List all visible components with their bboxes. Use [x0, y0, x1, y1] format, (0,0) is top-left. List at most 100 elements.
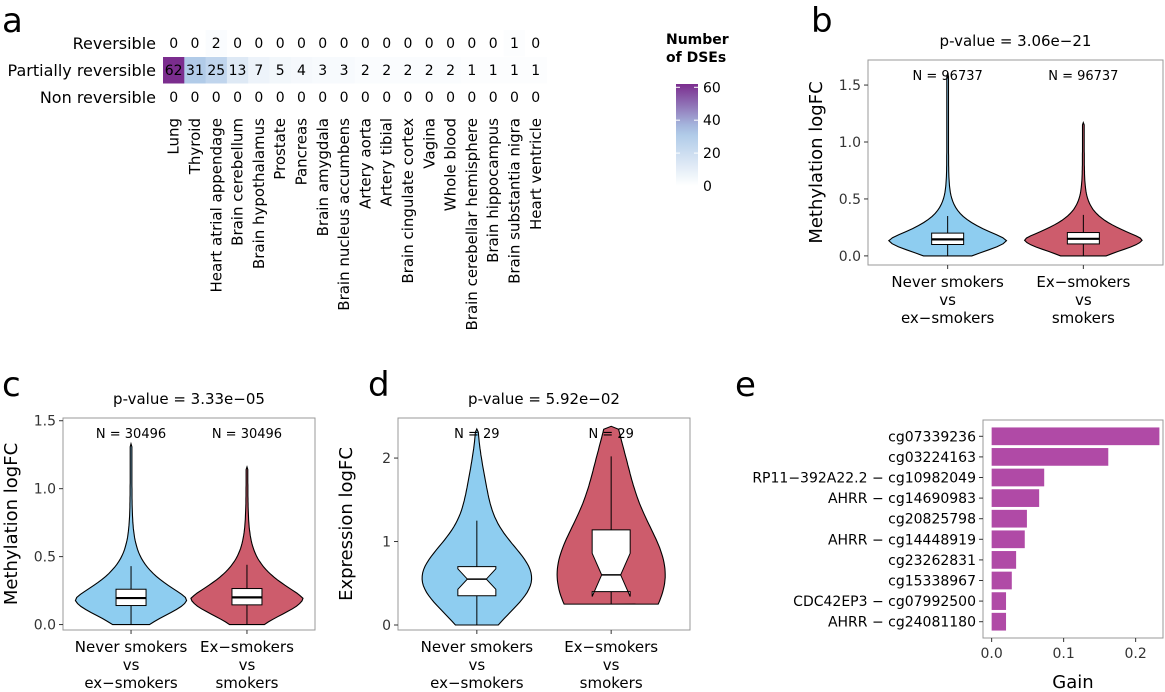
group-label: Never smokers	[891, 273, 1004, 291]
heatmap-cell-value: 0	[276, 36, 285, 52]
plot-frame	[62, 417, 316, 631]
violin-panel-c: p-value = 3.33e−05 0.0 0.5 1.0 1.5 Methylatio…	[1, 390, 316, 692]
heatmap-cell-value: 62	[165, 63, 183, 79]
heatmap-column-label: Brain substantia nigra	[505, 118, 523, 284]
heatmap-cell-value: 0	[425, 90, 434, 106]
heatmap-cell-value: 0	[340, 90, 349, 106]
sample-size-label: N = 29	[454, 427, 499, 442]
bar-category-label: cg23262831	[888, 553, 976, 569]
bar	[991, 612, 1007, 631]
heatmap-cell-value: 0	[233, 90, 242, 106]
heatmap-cell	[418, 57, 441, 84]
heatmap-cell	[418, 30, 441, 57]
heatmap-cell-value: 0	[467, 90, 476, 106]
heatmap-cell-value: 1	[467, 63, 476, 79]
y-tick-label: 1.0	[34, 482, 56, 498]
group-label: vs	[239, 656, 256, 674]
heatmap-cell	[397, 57, 420, 84]
heatmap-cell-value: 0	[254, 36, 263, 52]
heatmap-cell	[354, 57, 377, 84]
heatmap-column-label: Brain cerebellum	[229, 118, 247, 246]
heatmap-cell-value: 0	[297, 90, 306, 106]
bar	[991, 592, 1007, 610]
violin-shape	[1023, 121, 1143, 257]
heatmap-cell	[226, 84, 249, 111]
heatmap-cell-value: 0	[403, 90, 412, 106]
bar-category-label: cg15338967	[888, 574, 976, 590]
heatmap-cell-value: 0	[190, 36, 199, 52]
heatmap-cell	[461, 84, 483, 111]
heatmap-column-label: Thyroid	[186, 118, 204, 175]
heatmap-cell-value: 0	[425, 36, 434, 52]
heatmap-cell	[248, 57, 270, 84]
heatmap-cell	[163, 84, 185, 111]
heatmap-cell	[312, 30, 334, 57]
bar-category-label: AHRR − cg24081180	[828, 615, 976, 631]
bar-category-label: cg20825798	[888, 512, 976, 528]
plot-title: p-value = 5.92e−02	[468, 390, 620, 408]
violin-shape	[190, 465, 304, 626]
group-label: Ex−smokers	[1036, 273, 1130, 291]
group-label: ex−smokers	[430, 674, 524, 692]
heatmap-cell	[226, 57, 249, 84]
bar	[991, 551, 1017, 569]
heatmap-cell	[184, 57, 207, 84]
heatmap-cell-value: 31	[186, 63, 204, 79]
bar-category-label: RP11−392A22.2 − cg10982049	[752, 471, 976, 487]
heatmap-cell-value: 1	[510, 63, 519, 79]
heatmap-cell	[248, 30, 270, 57]
heatmap-cell-value: 0	[510, 90, 519, 106]
heatmap-cell-value: 3	[340, 63, 349, 79]
plot-title: p-value = 3.33e−05	[113, 390, 265, 408]
heatmap-cell-value: 0	[382, 90, 391, 106]
heatmap-column-label: Prostate	[271, 118, 289, 180]
heatmap-cell	[205, 30, 228, 57]
heatmap-cell	[269, 57, 292, 84]
heatmap-column-label: Brain hypothalamus	[250, 118, 268, 269]
heatmap-cell-value: 0	[531, 90, 540, 106]
plot-frame	[982, 419, 1164, 639]
box-notched	[457, 566, 497, 597]
heatmap-cell	[205, 57, 228, 84]
heatmap-cell-value: 2	[382, 63, 391, 79]
heatmap-cell	[248, 84, 270, 111]
heatmap-column-label: Heart ventricle	[527, 118, 545, 230]
y-axis-label: Methylation logFC	[806, 81, 827, 243]
heatmap-cell-value: 2	[212, 36, 221, 52]
heatmap-cell-value: 1	[510, 36, 519, 52]
heatmap-cell-value: 1	[489, 63, 498, 79]
bar-category-label: cg07339236	[888, 429, 976, 445]
group-label: Ex−smokers	[200, 638, 294, 656]
heatmap-cell	[269, 84, 292, 111]
heatmap-cell-value: 0	[489, 36, 498, 52]
group-label: smokers	[215, 674, 278, 692]
heatmap-cell	[290, 30, 313, 57]
y-tick-label: 0.5	[34, 550, 56, 566]
plot-frame	[397, 417, 691, 631]
heatmap-cell-value: 2	[425, 63, 434, 79]
y-tick-label: 0.0	[34, 618, 56, 634]
sample-size-label: N = 30496	[96, 427, 166, 442]
heatmap-column-label: Vagina	[420, 118, 438, 169]
y-axis-label: Expression logFC	[336, 447, 357, 601]
heatmap-cell	[376, 57, 398, 84]
heatmap-cell	[525, 57, 547, 84]
panel-letter-e: e	[735, 365, 756, 405]
heatmap-cell-value: 0	[297, 36, 306, 52]
heatmap-cell-value: 0	[318, 90, 327, 106]
heatmap-cell-value: 2	[403, 63, 412, 79]
group-label: vs	[468, 656, 485, 674]
group-label: smokers	[1052, 309, 1115, 327]
heatmap-cell	[397, 84, 420, 111]
x-tick-label: 0.2	[1125, 646, 1147, 662]
violin-shape	[74, 441, 188, 626]
x-tick-label: 0.0	[981, 646, 1003, 662]
heatmap-cell	[226, 30, 249, 57]
heatmap-cell	[376, 84, 398, 111]
heatmap-cell	[333, 84, 356, 111]
heatmap-cell	[439, 84, 462, 111]
heatmap-cell-value: 0	[340, 36, 349, 52]
group-label: ex−smokers	[901, 309, 995, 327]
